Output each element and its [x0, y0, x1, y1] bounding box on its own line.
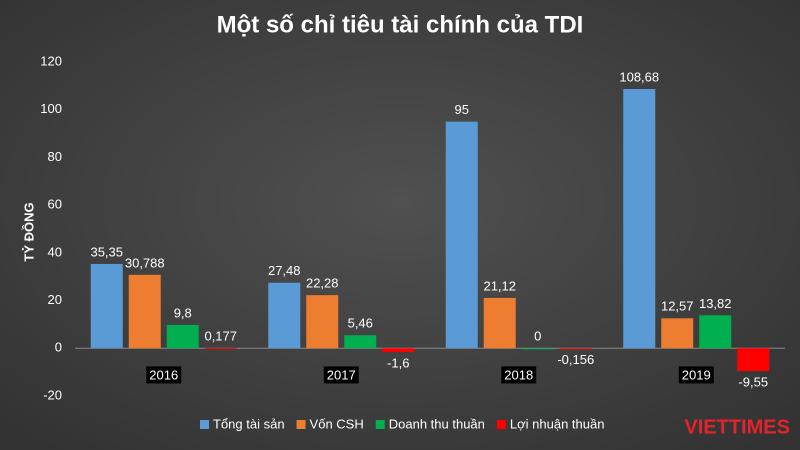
- x-tick-box: [323, 366, 359, 384]
- value-label: 27,48: [268, 263, 301, 278]
- x-tick-label: 2016: [149, 367, 178, 382]
- value-label: -9,55: [738, 375, 768, 390]
- bar: [128, 274, 161, 349]
- watermark: VIETTIMES: [684, 416, 790, 438]
- bar: [445, 121, 478, 349]
- value-label: 22,28: [306, 276, 339, 291]
- legend-swatch: [296, 420, 306, 429]
- bar: [559, 348, 592, 350]
- value-label: 95: [455, 102, 469, 117]
- y-tick-label: 0: [55, 340, 62, 355]
- y-tick-label: -20: [43, 387, 62, 402]
- x-tick-label: 2018: [504, 367, 533, 382]
- bar: [204, 347, 237, 349]
- bar: [382, 348, 415, 353]
- legend-label: Lợi nhuận thuần: [510, 416, 605, 431]
- y-tick-label: 60: [48, 197, 62, 212]
- value-label: -1,6: [387, 356, 409, 371]
- value-label: 9,8: [174, 305, 192, 320]
- y-axis-label: TỶ ĐỒNG: [21, 202, 36, 261]
- value-label: 12,57: [661, 299, 694, 314]
- value-label: 21,12: [483, 278, 516, 293]
- value-label: 0: [534, 329, 541, 344]
- y-tick-label: 100: [40, 101, 62, 116]
- value-label: 35,35: [90, 244, 123, 259]
- legend-label: Doanh thu thuần: [389, 416, 485, 431]
- legend-swatch: [375, 420, 385, 429]
- x-tick-box: [146, 366, 182, 384]
- bar: [268, 282, 301, 349]
- y-tick-label: 120: [40, 53, 62, 68]
- y-tick-label: 80: [48, 149, 62, 164]
- legend-label: Vốn CSH: [310, 416, 364, 431]
- bar: [737, 348, 770, 372]
- legend-label: Tổng tài sản: [213, 416, 285, 431]
- bar: [521, 348, 554, 350]
- value-label: -0,156: [557, 352, 594, 367]
- bar: [661, 318, 694, 349]
- chart-title: Một số chỉ tiêu tài chính của TDI: [217, 11, 584, 38]
- bar: [166, 324, 199, 349]
- value-label: 0,177: [204, 328, 237, 343]
- x-tick-box: [678, 366, 714, 384]
- value-label: 5,46: [348, 316, 373, 331]
- x-tick-label: 2017: [327, 367, 356, 382]
- bar: [699, 315, 732, 349]
- y-tick-label: 40: [48, 244, 62, 259]
- legend-swatch: [496, 420, 506, 429]
- bar: [623, 89, 656, 349]
- x-tick-label: 2019: [682, 367, 711, 382]
- legend-swatch: [200, 420, 209, 429]
- value-label: 108,68: [619, 69, 659, 84]
- bar: [344, 335, 377, 349]
- x-tick-box: [501, 366, 537, 384]
- bar: [483, 297, 516, 349]
- value-label: 13,82: [699, 296, 732, 311]
- bar: [90, 263, 123, 349]
- bar: [306, 295, 339, 349]
- y-tick-label: 20: [48, 292, 62, 307]
- value-label: 30,788: [125, 255, 165, 270]
